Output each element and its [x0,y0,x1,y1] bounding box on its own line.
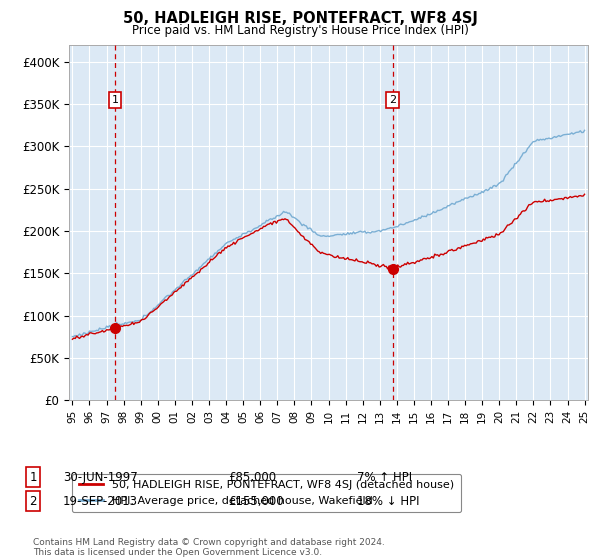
Text: 50, HADLEIGH RISE, PONTEFRACT, WF8 4SJ: 50, HADLEIGH RISE, PONTEFRACT, WF8 4SJ [122,11,478,26]
Text: Price paid vs. HM Land Registry's House Price Index (HPI): Price paid vs. HM Land Registry's House … [131,24,469,36]
Text: £155,000: £155,000 [228,494,284,508]
Text: 2: 2 [389,95,396,105]
Text: 7% ↑ HPI: 7% ↑ HPI [357,470,412,484]
Text: 1: 1 [29,470,37,484]
Text: £85,000: £85,000 [228,470,276,484]
Text: 19-SEP-2013: 19-SEP-2013 [63,494,138,508]
Text: 1: 1 [112,95,119,105]
Legend: 50, HADLEIGH RISE, PONTEFRACT, WF8 4SJ (detached house), HPI: Average price, det: 50, HADLEIGH RISE, PONTEFRACT, WF8 4SJ (… [72,474,461,512]
Text: Contains HM Land Registry data © Crown copyright and database right 2024.
This d: Contains HM Land Registry data © Crown c… [33,538,385,557]
Text: 18% ↓ HPI: 18% ↓ HPI [357,494,419,508]
Text: 30-JUN-1997: 30-JUN-1997 [63,470,138,484]
Text: 2: 2 [29,494,37,508]
